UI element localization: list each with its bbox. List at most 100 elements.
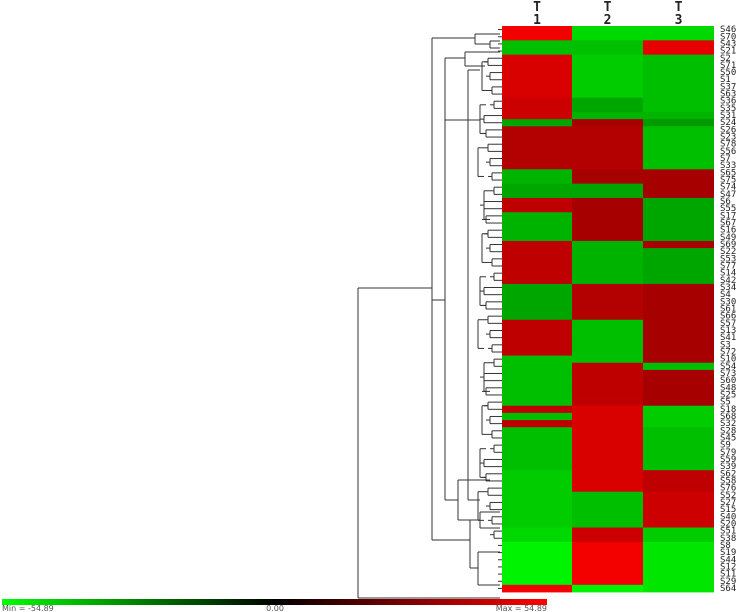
- heatmap-cell: [502, 549, 572, 557]
- heatmap-cell: [572, 455, 643, 464]
- row-label: S76: [720, 484, 736, 494]
- row-label: S65: [720, 168, 736, 178]
- heatmap-cell: [502, 384, 572, 392]
- row-label: S21: [720, 47, 736, 57]
- heatmap-cell: [502, 434, 572, 442]
- row-label: S7: [720, 154, 731, 164]
- heatmap-cells: [502, 26, 714, 593]
- row-label: S2: [720, 54, 731, 64]
- row-label: S11: [720, 570, 736, 580]
- row-label: S69: [720, 240, 736, 250]
- heatmap-cell: [643, 104, 714, 113]
- heatmap-cell: [502, 298, 572, 306]
- heatmap-cell: [502, 398, 572, 407]
- heatmap-cell: [502, 276, 572, 285]
- heatmap-cell: [643, 219, 714, 227]
- row-label: S5: [720, 398, 731, 408]
- heatmap-cell: [572, 305, 643, 313]
- heatmap-cell: [572, 126, 643, 134]
- row-label: S72: [720, 347, 736, 357]
- row-label: S64: [720, 584, 736, 594]
- heatmap-cell: [572, 520, 643, 528]
- row-label: S53: [720, 254, 736, 264]
- row-label: S15: [720, 505, 736, 515]
- row-label: S38: [720, 534, 736, 544]
- heatmap-cell: [643, 412, 714, 421]
- row-label: S42: [720, 276, 736, 286]
- heatmap-cell: [572, 434, 643, 442]
- heatmap-cell: [643, 205, 714, 213]
- heatmap-cell: [502, 420, 572, 428]
- row-label: S33: [720, 161, 736, 171]
- row-label: S63: [720, 90, 736, 100]
- heatmap-cell: [572, 506, 643, 514]
- heatmap-cell: [643, 90, 714, 99]
- heatmap-cell: [643, 183, 714, 192]
- row-label: S55: [720, 204, 736, 214]
- heatmap-cell: [643, 47, 714, 56]
- heatmap-cell: [643, 169, 714, 177]
- heatmap-cell: [572, 176, 643, 185]
- heatmap-cell: [502, 262, 572, 270]
- row-label: S27: [720, 498, 736, 508]
- heatmap-cell: [572, 412, 643, 421]
- heatmap-cell: [502, 97, 572, 106]
- heatmap-cell: [643, 176, 714, 185]
- row-label: S70: [720, 32, 736, 42]
- column-label-bottom: 3: [675, 13, 683, 28]
- heatmap-cell: [502, 341, 572, 349]
- heatmap-cell: [643, 298, 714, 306]
- column-label-top: T: [675, 0, 683, 15]
- row-label: S47: [720, 190, 736, 200]
- heatmap-cell: [572, 298, 643, 306]
- row-label: S28: [720, 426, 736, 436]
- heatmap-cell: [502, 111, 572, 120]
- row-label: S54: [720, 362, 736, 372]
- heatmap-cell: [502, 40, 572, 48]
- heatmap-cell: [572, 584, 643, 593]
- heatmap-cell: [643, 283, 714, 292]
- heatmap-cell: [502, 405, 572, 414]
- heatmap-cell: [572, 341, 643, 349]
- heatmap-cell: [572, 362, 643, 371]
- heatmap-cell: [643, 549, 714, 557]
- row-label: S39: [720, 462, 736, 472]
- heatmap-cell: [502, 334, 572, 342]
- heatmap-cell: [572, 563, 643, 571]
- heatmap-cell: [572, 183, 643, 192]
- row-label: S68: [720, 412, 736, 422]
- heatmap-cell: [572, 398, 643, 407]
- heatmap-cell: [502, 283, 572, 292]
- heatmap-cell: [572, 147, 643, 156]
- row-label: S48: [720, 383, 736, 393]
- heatmap-cell: [643, 140, 714, 149]
- heatmap-cell: [643, 448, 714, 457]
- heatmap-cell: [643, 190, 714, 199]
- row-label: S8: [720, 541, 731, 551]
- row-label: S3: [720, 340, 731, 350]
- row-label: S4: [720, 290, 731, 300]
- heatmap-cell: [502, 140, 572, 149]
- heatmap-cell: [643, 391, 714, 399]
- heatmap-cell: [572, 283, 643, 292]
- heatmap-cell: [643, 362, 714, 371]
- color-scale-bar: Min = -54.89 0.00 Max = 54.89: [2, 599, 547, 612]
- heatmap-cell: [572, 40, 643, 48]
- heatmap-cell: [572, 549, 643, 557]
- heatmap-cell: [643, 262, 714, 270]
- heatmap-cell: [502, 104, 572, 113]
- heatmap-cell: [502, 233, 572, 242]
- heatmap-cell: [502, 133, 572, 142]
- scale-mid-label: 0.00: [266, 604, 284, 612]
- heatmap-cell: [643, 556, 714, 564]
- column-label-bottom: 2: [604, 13, 612, 28]
- heatmap-cell: [643, 455, 714, 464]
- heatmap-cell: [643, 534, 714, 543]
- heatmap-cell: [502, 441, 572, 450]
- row-label: S14: [720, 269, 736, 279]
- heatmap-cell: [502, 54, 572, 63]
- heatmap-cell: [502, 463, 572, 471]
- heatmap-cell: [643, 506, 714, 514]
- heatmap-cell: [502, 212, 572, 220]
